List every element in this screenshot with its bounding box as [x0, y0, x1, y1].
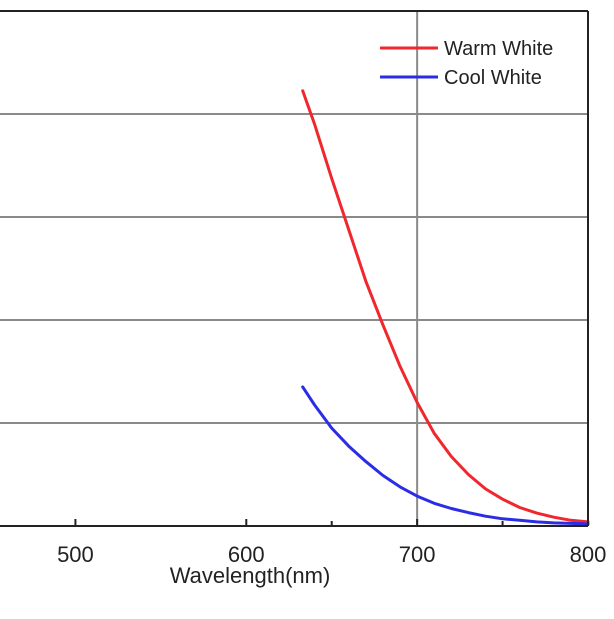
x-tick-label: 600: [228, 542, 265, 567]
grid-lines: [0, 11, 588, 526]
legend-label: Cool White: [444, 67, 542, 89]
plot-frame: [0, 10, 589, 527]
x-tick-label: 800: [570, 542, 607, 567]
legend-label: Warm White: [444, 38, 553, 60]
x-tick-label: 700: [399, 542, 436, 567]
x-tick-label: 500: [57, 542, 94, 567]
x-axis-title: Wavelength(nm): [170, 563, 331, 588]
x-axis-ticks: 500 600 700 800: [57, 519, 606, 567]
series-line-warm-white: [301, 89, 590, 524]
series-lines: [301, 89, 590, 526]
legend: Warm White Cool White: [380, 38, 553, 89]
series-line-cool-white: [301, 385, 590, 526]
